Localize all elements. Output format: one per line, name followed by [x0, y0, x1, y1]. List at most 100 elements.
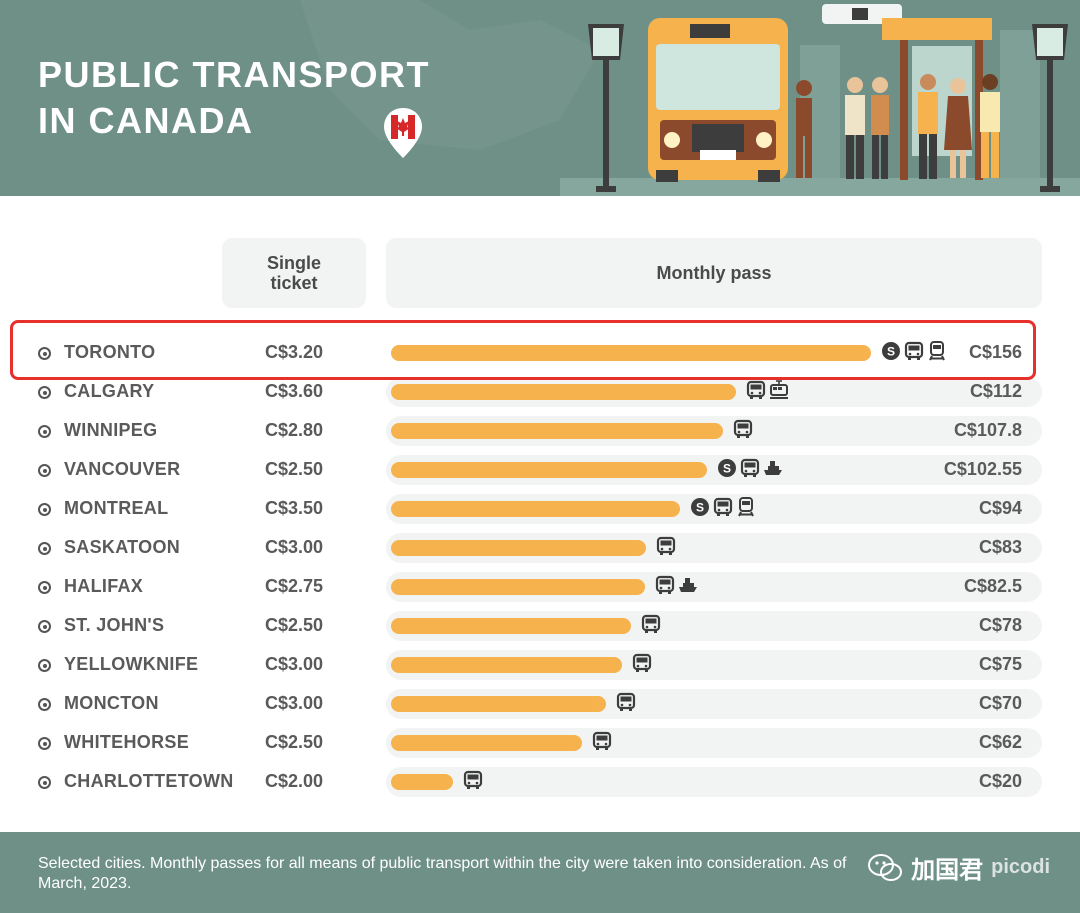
transport-mode-icons — [656, 536, 676, 558]
ferry-icon — [678, 575, 698, 600]
bus-icon — [592, 731, 612, 756]
picodi-watermark: picodi — [991, 856, 1050, 878]
single-ticket-price: C$2.50 — [264, 615, 324, 635]
bullet-icon — [38, 659, 51, 672]
bullet-icon — [38, 464, 51, 477]
bullet-icon — [38, 581, 51, 594]
single-ticket-price: C$3.60 — [264, 381, 324, 401]
bus-icon — [463, 770, 483, 795]
transport-mode-icons — [616, 692, 636, 717]
transport-mode-icons — [641, 614, 661, 639]
canada-flag-pin-icon — [384, 108, 422, 158]
monthly-pass-value: C$94 — [978, 498, 1022, 518]
monthly-pass-value: C$78 — [978, 615, 1022, 635]
monthly-pass-value: C$112 — [969, 381, 1022, 401]
single-ticket-price: C$2.80 — [264, 420, 324, 440]
bullet-icon — [38, 776, 51, 789]
bus-icon — [904, 341, 924, 366]
single-ticket-price: C$2.75 — [264, 576, 324, 596]
bullet-icon — [38, 737, 51, 750]
city-name: CALGARY — [64, 381, 155, 401]
single-ticket-price: C$3.50 — [264, 498, 324, 518]
monthly-pass-bar — [391, 735, 582, 751]
bus-icon — [632, 653, 652, 678]
transport-mode-icons — [746, 379, 789, 405]
bus-icon — [655, 575, 675, 600]
bus-icon — [641, 614, 661, 639]
city-name: TORONTO — [64, 342, 156, 362]
table-row: CALGARY C$3.60 C$112 — [0, 377, 1080, 407]
subway-icon: S — [717, 458, 737, 483]
train-icon — [927, 340, 947, 366]
tram-icon — [769, 379, 789, 405]
bullet-icon — [38, 542, 51, 555]
bullet-icon — [38, 503, 51, 516]
monthly-pass-bar — [391, 423, 723, 439]
city-name: MONCTON — [64, 693, 159, 713]
bus-icon — [616, 692, 636, 717]
bus-stop-illustration — [300, 0, 1080, 196]
transport-mode-icons — [733, 419, 753, 444]
title-line-1: PUBLIC TRANSPORT — [38, 54, 430, 95]
transport-mode-icons: S — [881, 340, 947, 366]
monthly-pass-bar — [391, 579, 645, 595]
single-ticket-price: C$3.00 — [264, 654, 324, 674]
monthly-pass-value: C$107.8 — [953, 420, 1022, 440]
train-icon — [736, 496, 756, 522]
single-ticket-price: C$2.50 — [264, 459, 324, 479]
monthly-pass-value: C$102.55 — [943, 459, 1022, 479]
bullet-icon — [38, 425, 51, 438]
subway-icon: S — [690, 497, 710, 522]
svg-text:S: S — [696, 500, 704, 514]
header-banner: PUBLIC TRANSPORT IN CANADA — [0, 0, 1080, 196]
bus-icon — [733, 419, 753, 444]
table-row: HALIFAX C$2.75 C$82.5 — [0, 572, 1080, 602]
monthly-pass-bar — [391, 384, 736, 400]
single-ticket-price: C$3.20 — [264, 342, 324, 362]
single-ticket-price: C$2.50 — [264, 732, 324, 752]
bus-icon — [746, 380, 766, 405]
bullet-icon — [38, 698, 51, 711]
table-row: TORONTO C$3.20 S C$156 — [0, 338, 1080, 368]
page-title: PUBLIC TRANSPORT IN CANADA — [38, 52, 430, 144]
table-row: CHARLOTTETOWN C$2.00 C$20 — [0, 767, 1080, 797]
monthly-pass-value: C$82.5 — [963, 576, 1022, 596]
city-name: SASKATOON — [64, 537, 181, 557]
transport-mode-icons — [632, 653, 652, 678]
single-ticket-price: C$2.00 — [264, 771, 324, 791]
footer: Selected cities. Monthly passes for all … — [0, 832, 1080, 913]
monthly-pass-bar — [391, 696, 607, 712]
title-line-2: IN CANADA — [38, 100, 254, 141]
single-ticket-price: C$3.00 — [264, 693, 324, 713]
bar-track — [386, 767, 1042, 797]
city-name: YELLOWKNIFE — [64, 654, 199, 674]
bullet-icon — [38, 386, 51, 399]
svg-text:S: S — [723, 461, 731, 475]
transport-mode-icons — [592, 731, 612, 756]
monthly-pass-bar — [391, 774, 453, 790]
city-name: ST. JOHN'S — [64, 615, 165, 635]
monthly-pass-value: C$75 — [978, 654, 1022, 674]
city-name: CHARLOTTETOWN — [64, 771, 234, 791]
bullet-icon — [38, 347, 51, 360]
table-row: SASKATOON C$3.00 C$83 — [0, 533, 1080, 563]
monthly-pass-value: C$156 — [968, 342, 1022, 362]
footer-brand: 加国君 picodi — [867, 850, 1050, 885]
monthly-pass-value: C$83 — [978, 537, 1022, 557]
transport-mode-icons: S — [690, 496, 756, 522]
table-row: MONCTON C$3.00 C$70 — [0, 689, 1080, 719]
city-name: VANCOUVER — [64, 459, 181, 479]
svg-text:S: S — [887, 344, 895, 358]
wechat-icon — [868, 853, 903, 881]
transport-mode-icons — [655, 575, 698, 600]
monthly-pass-bar — [391, 657, 622, 673]
city-name: WINNIPEG — [64, 420, 158, 440]
transport-mode-icons: S — [717, 458, 783, 483]
table-row: WHITEHORSE C$2.50 C$62 — [0, 728, 1080, 758]
bus-icon — [713, 497, 733, 522]
monthly-pass-bar — [391, 345, 871, 361]
monthly-pass-value: C$62 — [978, 732, 1022, 752]
transport-mode-icons — [463, 770, 483, 795]
monthly-pass-bar — [391, 540, 647, 556]
single-ticket-header: Single ticket — [222, 238, 366, 308]
